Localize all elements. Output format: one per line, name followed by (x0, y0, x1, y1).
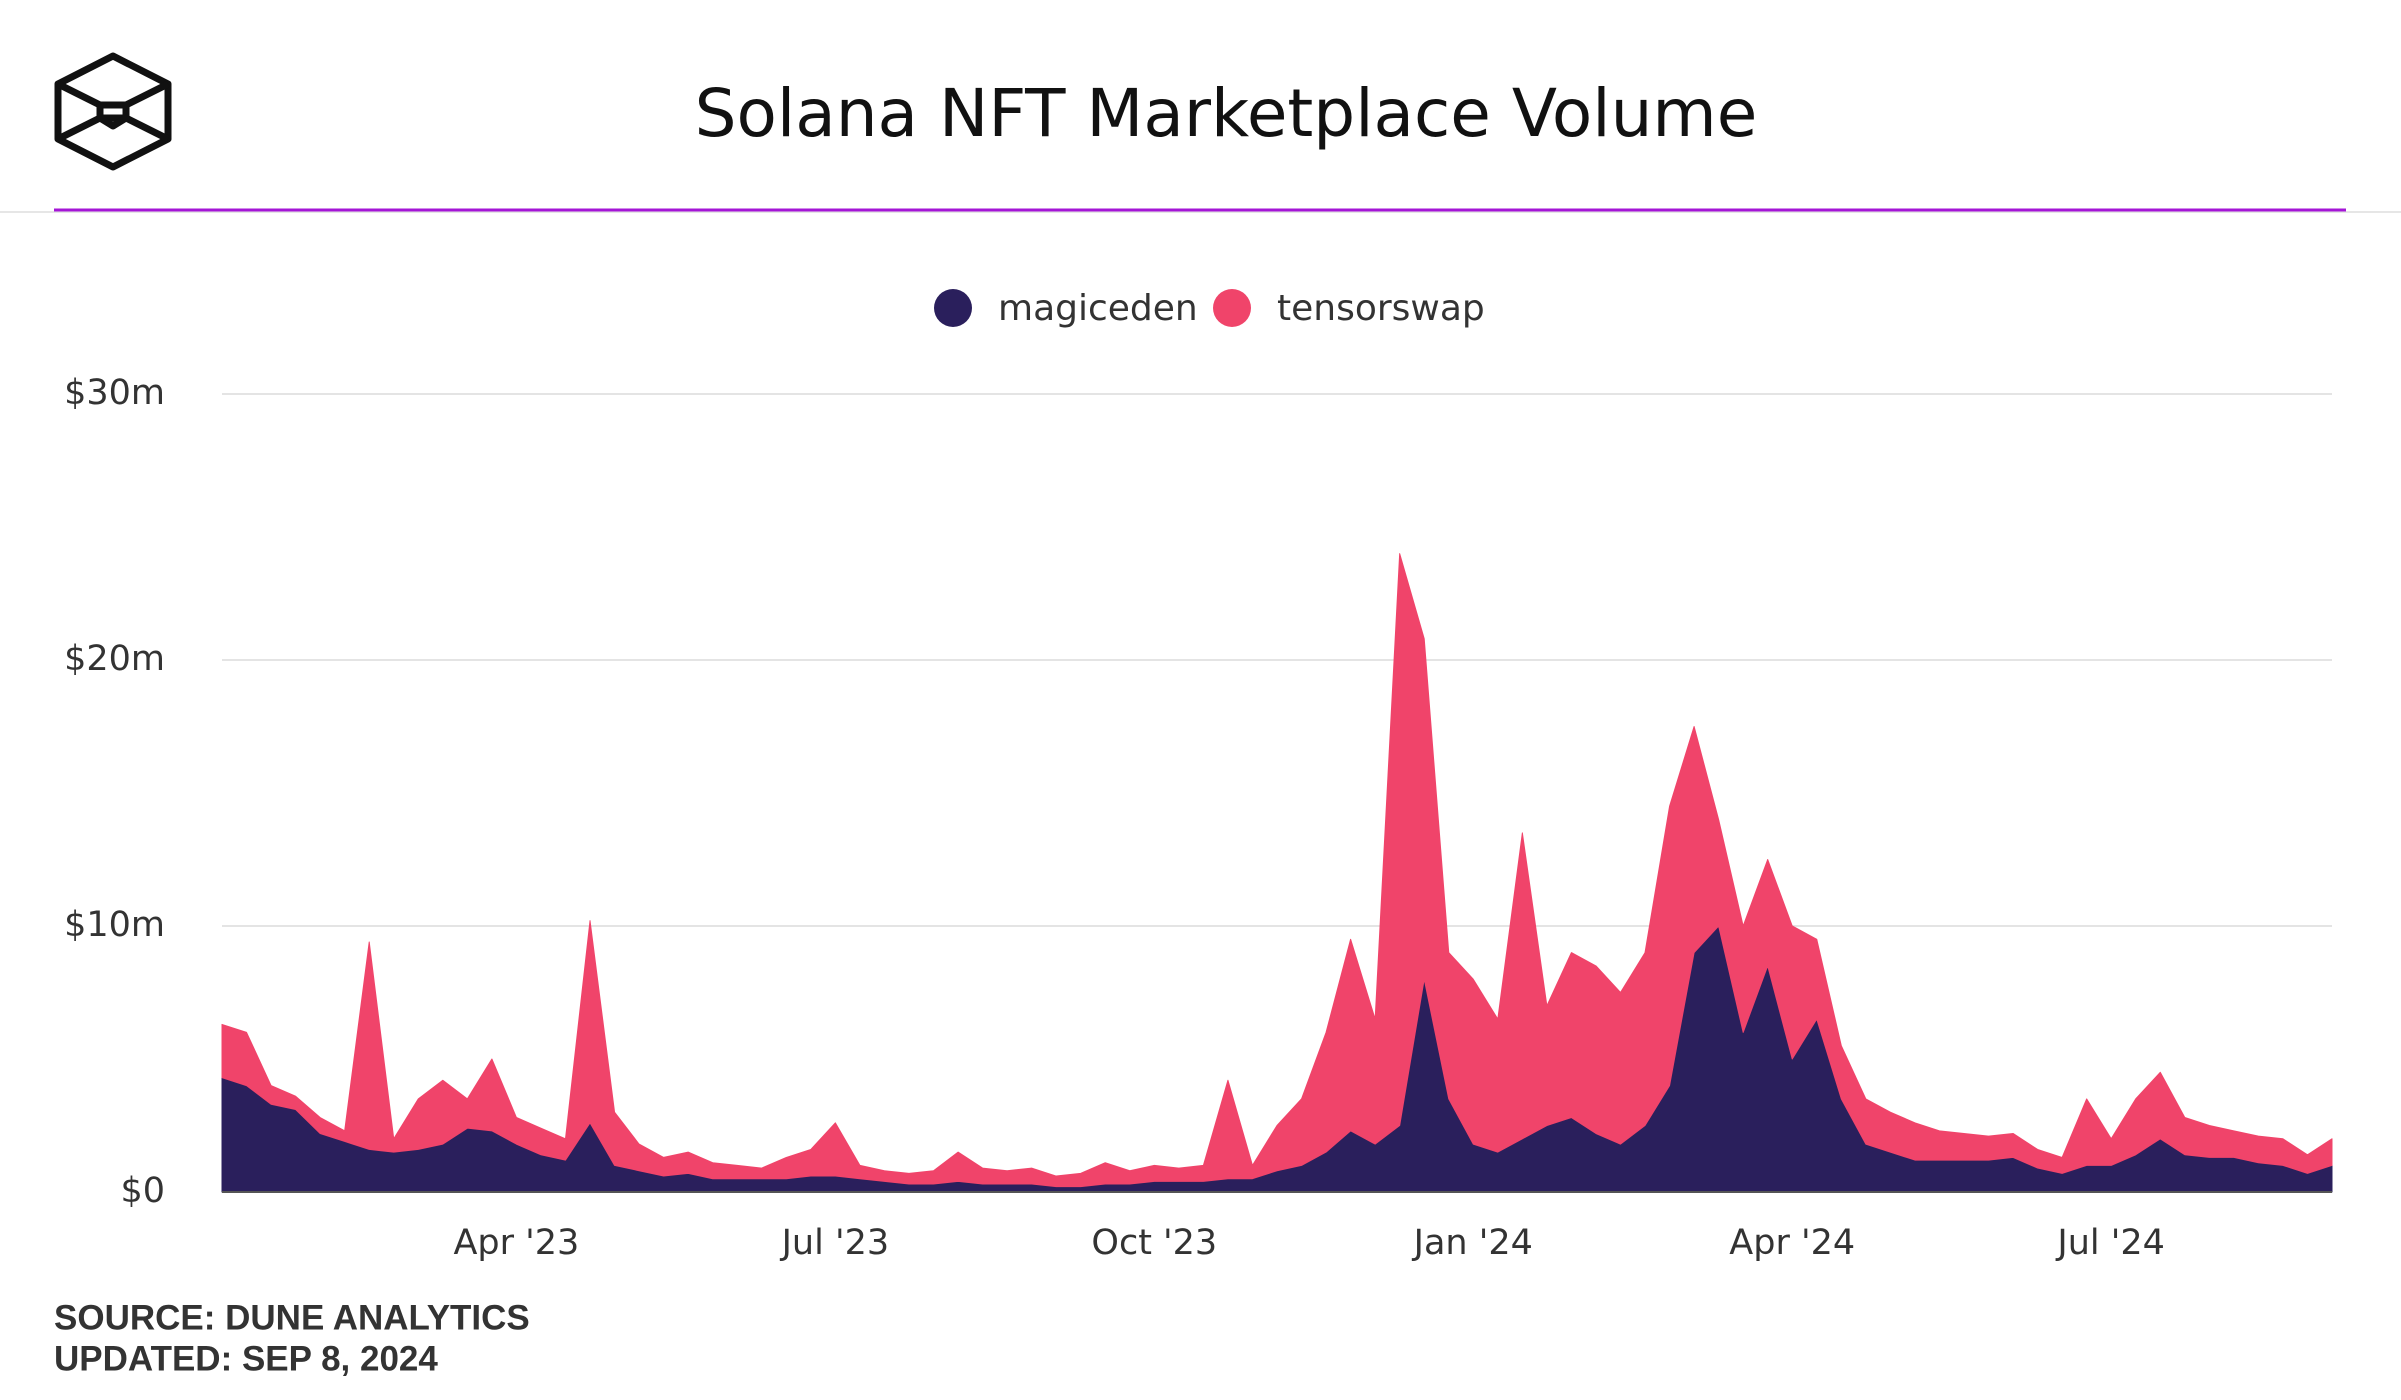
x-tick-label: Jul '23 (780, 1223, 890, 1263)
x-tick-label: Apr '24 (1729, 1223, 1855, 1263)
logo-core (96, 101, 130, 130)
logo-bottom (56, 114, 170, 143)
chart-title: Solana NFT Marketplace Volume (695, 75, 1758, 152)
y-tick-label: $30m (64, 373, 165, 413)
logo (54, 52, 172, 171)
y-tick-label: $20m (64, 639, 165, 679)
x-tick-label: Jan '24 (1412, 1223, 1533, 1263)
logo-hex (54, 52, 172, 171)
y-tick-label: $0 (120, 1171, 165, 1211)
legend-swatch (934, 289, 972, 327)
legend-label: tensorswap (1277, 288, 1485, 329)
legend-swatch (1213, 289, 1251, 327)
updated-note: UPDATED: SEP 8, 2024 (54, 1339, 438, 1378)
source-note: SOURCE: DUNE ANALYTICS (54, 1298, 530, 1337)
x-tick-label: Apr '23 (453, 1223, 579, 1263)
area-1 (221, 553, 2333, 1188)
legend-label: magiceden (998, 288, 1198, 329)
x-tick-label: Jul '24 (2055, 1223, 2165, 1263)
y-tick-label: $10m (64, 905, 165, 945)
x-tick-label: Oct '23 (1091, 1223, 1217, 1263)
